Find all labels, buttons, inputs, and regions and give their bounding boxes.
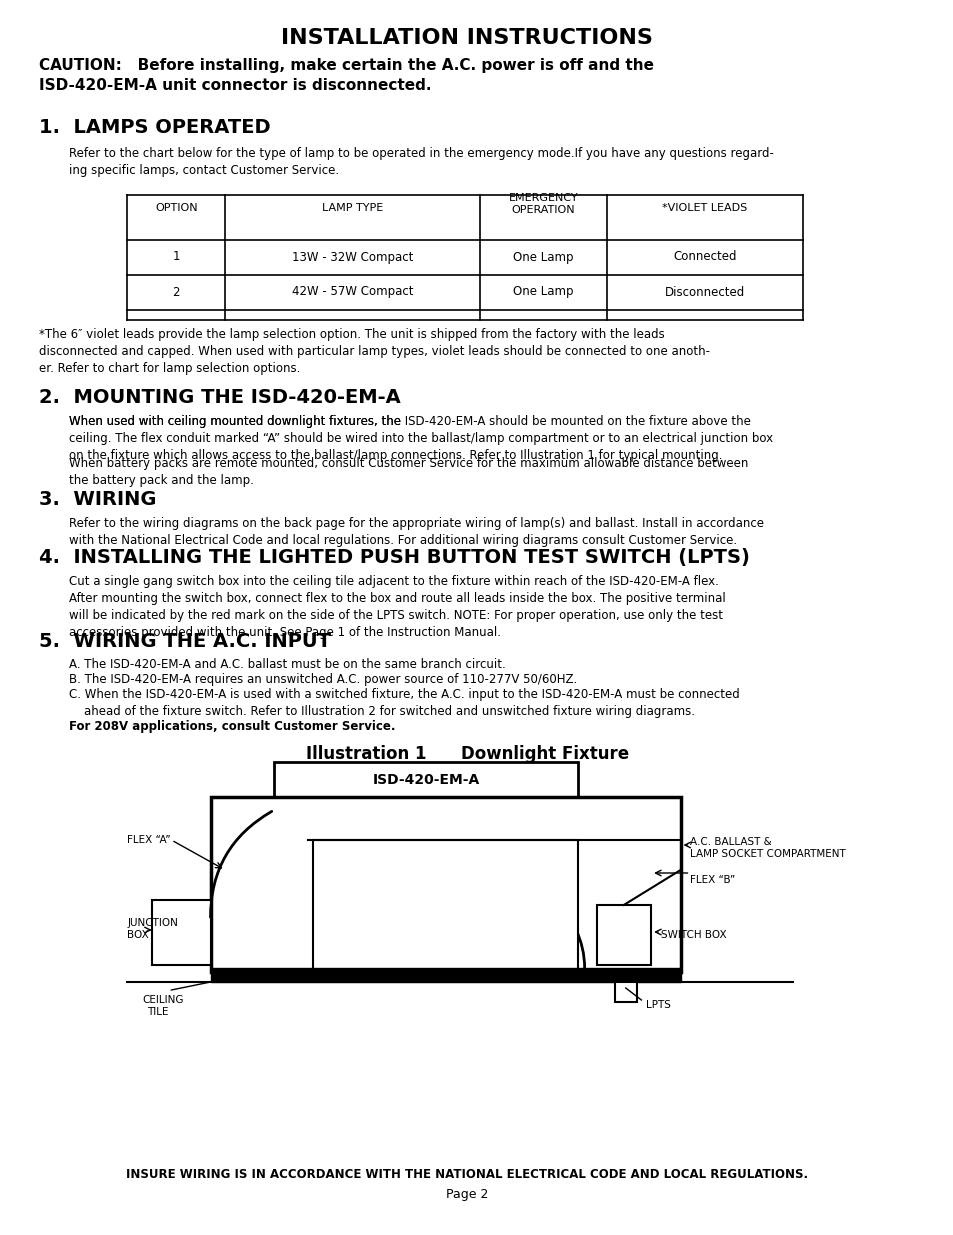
Text: *The 6″ violet leads provide the lamp selection option. The unit is shipped from: *The 6″ violet leads provide the lamp se… (39, 329, 709, 375)
Text: 2: 2 (172, 285, 180, 299)
Text: OPTION: OPTION (154, 203, 197, 212)
Text: 1.  LAMPS OPERATED: 1. LAMPS OPERATED (39, 119, 271, 137)
Text: LPTS: LPTS (645, 1000, 671, 1010)
Text: CAUTION:   Before installing, make certain the A.C. power is off and the
ISD-420: CAUTION: Before installing, make certain… (39, 58, 654, 93)
Text: A.C. BALLAST &: A.C. BALLAST & (690, 837, 771, 847)
Bar (597, 905, 651, 965)
Text: Refer to the chart below for the type of lamp to be operated in the emergency mo: Refer to the chart below for the type of… (69, 147, 773, 177)
Text: Cut a single gang switch box into the ceiling tile adjacent to the fixture withi: Cut a single gang switch box into the ce… (69, 576, 724, 638)
Bar (313, 840, 578, 969)
Text: For 208V applications, consult Customer Service.: For 208V applications, consult Customer … (69, 720, 395, 734)
Text: INSURE WIRING IS IN ACCORDANCE WITH THE NATIONAL ELECTRICAL CODE AND LOCAL REGUL: INSURE WIRING IS IN ACCORDANCE WITH THE … (126, 1168, 807, 1181)
Text: FLEX “B”: FLEX “B” (690, 876, 735, 885)
Text: 2.  MOUNTING THE ISD-420-EM-A: 2. MOUNTING THE ISD-420-EM-A (39, 388, 400, 408)
Text: SWITCH BOX: SWITCH BOX (660, 930, 726, 940)
Text: 42W - 57W Compact: 42W - 57W Compact (292, 285, 413, 299)
Text: One Lamp: One Lamp (513, 285, 573, 299)
Text: INSTALLATION INSTRUCTIONS: INSTALLATION INSTRUCTIONS (281, 28, 653, 48)
Text: Refer to the wiring diagrams on the back page for the appropriate wiring of lamp: Refer to the wiring diagrams on the back… (69, 517, 762, 547)
Bar (152, 900, 211, 965)
Bar (211, 968, 679, 982)
Text: CEILING: CEILING (142, 995, 183, 1005)
Bar (274, 762, 578, 797)
Text: 13W - 32W Compact: 13W - 32W Compact (292, 251, 413, 263)
Text: TILE: TILE (147, 1007, 169, 1016)
Text: LAMP TYPE: LAMP TYPE (321, 203, 383, 212)
Text: 3.  WIRING: 3. WIRING (39, 490, 156, 509)
Text: Connected: Connected (673, 251, 736, 263)
Text: JUNCTION: JUNCTION (127, 918, 178, 927)
Text: 1: 1 (172, 251, 180, 263)
Text: One Lamp: One Lamp (513, 251, 573, 263)
Text: B. The ISD-420-EM-A requires an unswitched A.C. power source of 110-277V 50/60HZ: B. The ISD-420-EM-A requires an unswitch… (69, 673, 577, 685)
Text: LAMP SOCKET COMPARTMENT: LAMP SOCKET COMPARTMENT (690, 848, 845, 860)
Bar (211, 797, 679, 972)
Text: A. The ISD-420-EM-A and A.C. ballast must be on the same branch circuit.: A. The ISD-420-EM-A and A.C. ballast mus… (69, 658, 505, 671)
Text: 4.  INSTALLING THE LIGHTED PUSH BUTTON TEST SWITCH (LPTS): 4. INSTALLING THE LIGHTED PUSH BUTTON TE… (39, 548, 749, 567)
Text: ISD-420-EM-A: ISD-420-EM-A (372, 773, 479, 787)
Text: *VIOLET LEADS: *VIOLET LEADS (661, 203, 747, 212)
Text: FLEX “A”: FLEX “A” (127, 835, 171, 845)
Text: Page 2: Page 2 (445, 1188, 488, 1200)
Bar (615, 981, 636, 1002)
Text: When used with ceiling mounted downlight fixtures, the ISD-420-EM-A should be mo: When used with ceiling mounted downlight… (69, 415, 772, 462)
Text: C. When the ISD-420-EM-A is used with a switched fixture, the A.C. input to the : C. When the ISD-420-EM-A is used with a … (69, 688, 739, 718)
Text: Illustration 1      Downlight Fixture: Illustration 1 Downlight Fixture (305, 745, 628, 763)
Text: 5.  WIRING THE A.C. INPUT: 5. WIRING THE A.C. INPUT (39, 632, 331, 651)
Text: When battery packs are remote mounted, consult Customer Service for the maximum : When battery packs are remote mounted, c… (69, 457, 747, 487)
Text: When used with ceiling mounted downlight fixtures, the: When used with ceiling mounted downlight… (69, 415, 404, 429)
Text: EMERGENCY
OPERATION: EMERGENCY OPERATION (508, 193, 578, 215)
Text: BOX: BOX (127, 930, 149, 940)
Text: Disconnected: Disconnected (664, 285, 744, 299)
